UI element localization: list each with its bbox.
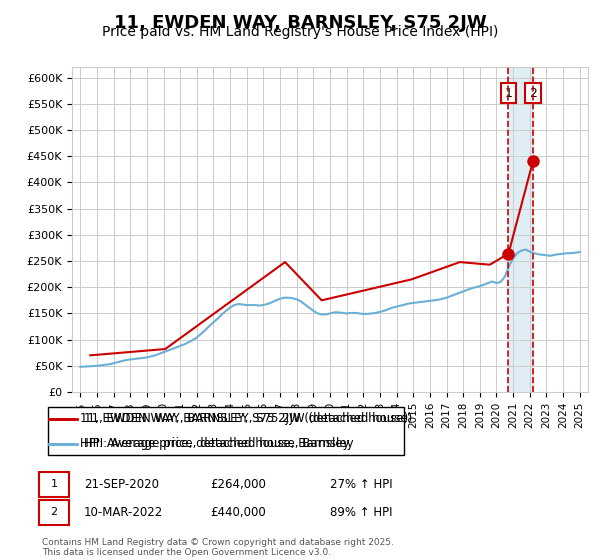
Text: HPI: Average price, detached house, Barnsley: HPI: Average price, detached house, Barn…	[84, 437, 353, 450]
Text: Price paid vs. HM Land Registry's House Price Index (HPI): Price paid vs. HM Land Registry's House …	[102, 25, 498, 39]
Text: 11, EWDEN WAY, BARNSLEY, S75 2JW (detached house): 11, EWDEN WAY, BARNSLEY, S75 2JW (detach…	[80, 412, 409, 425]
FancyBboxPatch shape	[48, 407, 404, 455]
Text: 89% ↑ HPI: 89% ↑ HPI	[330, 506, 392, 519]
Text: 21-SEP-2020: 21-SEP-2020	[84, 478, 159, 491]
Text: 1: 1	[505, 87, 512, 100]
Text: 10-MAR-2022: 10-MAR-2022	[84, 506, 163, 519]
Text: 11, EWDEN WAY, BARNSLEY, S75 2JW: 11, EWDEN WAY, BARNSLEY, S75 2JW	[113, 14, 487, 32]
Text: 27% ↑ HPI: 27% ↑ HPI	[330, 478, 392, 491]
FancyBboxPatch shape	[39, 472, 69, 497]
Text: Contains HM Land Registry data © Crown copyright and database right 2025.
This d: Contains HM Land Registry data © Crown c…	[42, 538, 394, 557]
Text: 2: 2	[529, 87, 537, 100]
Text: HPI: Average price, detached house, Barnsley: HPI: Average price, detached house, Barn…	[80, 437, 350, 450]
Text: 2: 2	[50, 507, 58, 517]
Text: £264,000: £264,000	[210, 478, 266, 491]
Bar	[508, 67, 533, 392]
FancyBboxPatch shape	[39, 500, 69, 525]
Text: 1: 1	[50, 479, 58, 489]
Text: £440,000: £440,000	[210, 506, 266, 519]
Text: 11, EWDEN WAY, BARNSLEY, S75 2JW (detached house): 11, EWDEN WAY, BARNSLEY, S75 2JW (detach…	[84, 412, 412, 425]
